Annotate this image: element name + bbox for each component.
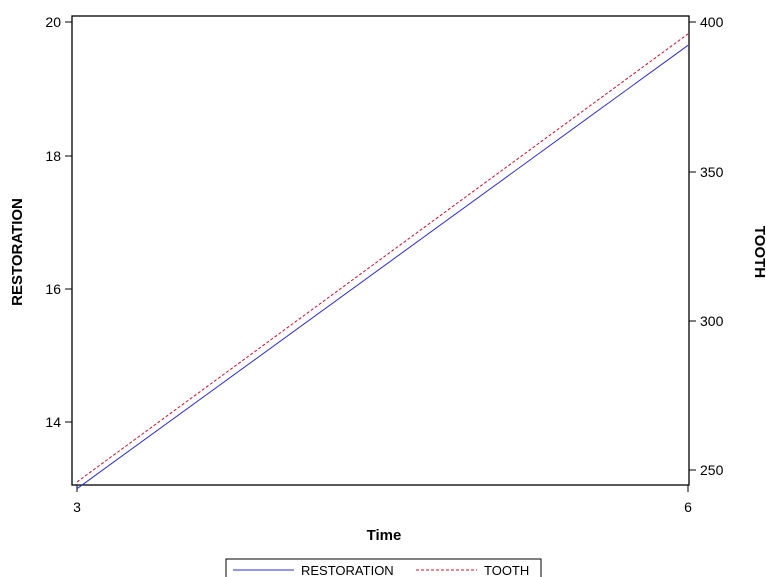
legend-label-restoration: RESTORATION <box>301 563 394 577</box>
y-left-axis-title: RESTORATION <box>9 198 26 306</box>
y-axis-right: 250 300 350 400 <box>689 14 724 478</box>
x-tick-label: 6 <box>684 499 692 515</box>
y-left-tick-label: 14 <box>45 414 61 430</box>
y-axis-left: 14 16 18 20 <box>45 14 72 430</box>
y-left-tick-label: 16 <box>45 281 61 297</box>
x-axis-title: Time <box>367 527 402 544</box>
legend: RESTORATION TOOTH <box>225 558 542 577</box>
series-line-tooth <box>76 33 689 483</box>
y-right-tick-label: 250 <box>700 462 724 478</box>
y-right-tick-label: 300 <box>700 313 724 329</box>
y-left-tick-label: 20 <box>45 14 61 30</box>
legend-label-tooth: TOOTH <box>484 563 529 577</box>
legend-box <box>225 558 542 577</box>
y-right-tick-label: 400 <box>700 14 724 30</box>
y-left-tick-label: 18 <box>45 148 61 164</box>
y-right-axis-title: TOOTH <box>751 226 766 278</box>
y-right-tick-label: 350 <box>700 164 724 180</box>
x-tick-label: 3 <box>73 499 81 515</box>
plot-frame <box>71 15 690 486</box>
series-line-restoration <box>76 44 689 490</box>
x-axis: 3 6 <box>73 485 692 515</box>
